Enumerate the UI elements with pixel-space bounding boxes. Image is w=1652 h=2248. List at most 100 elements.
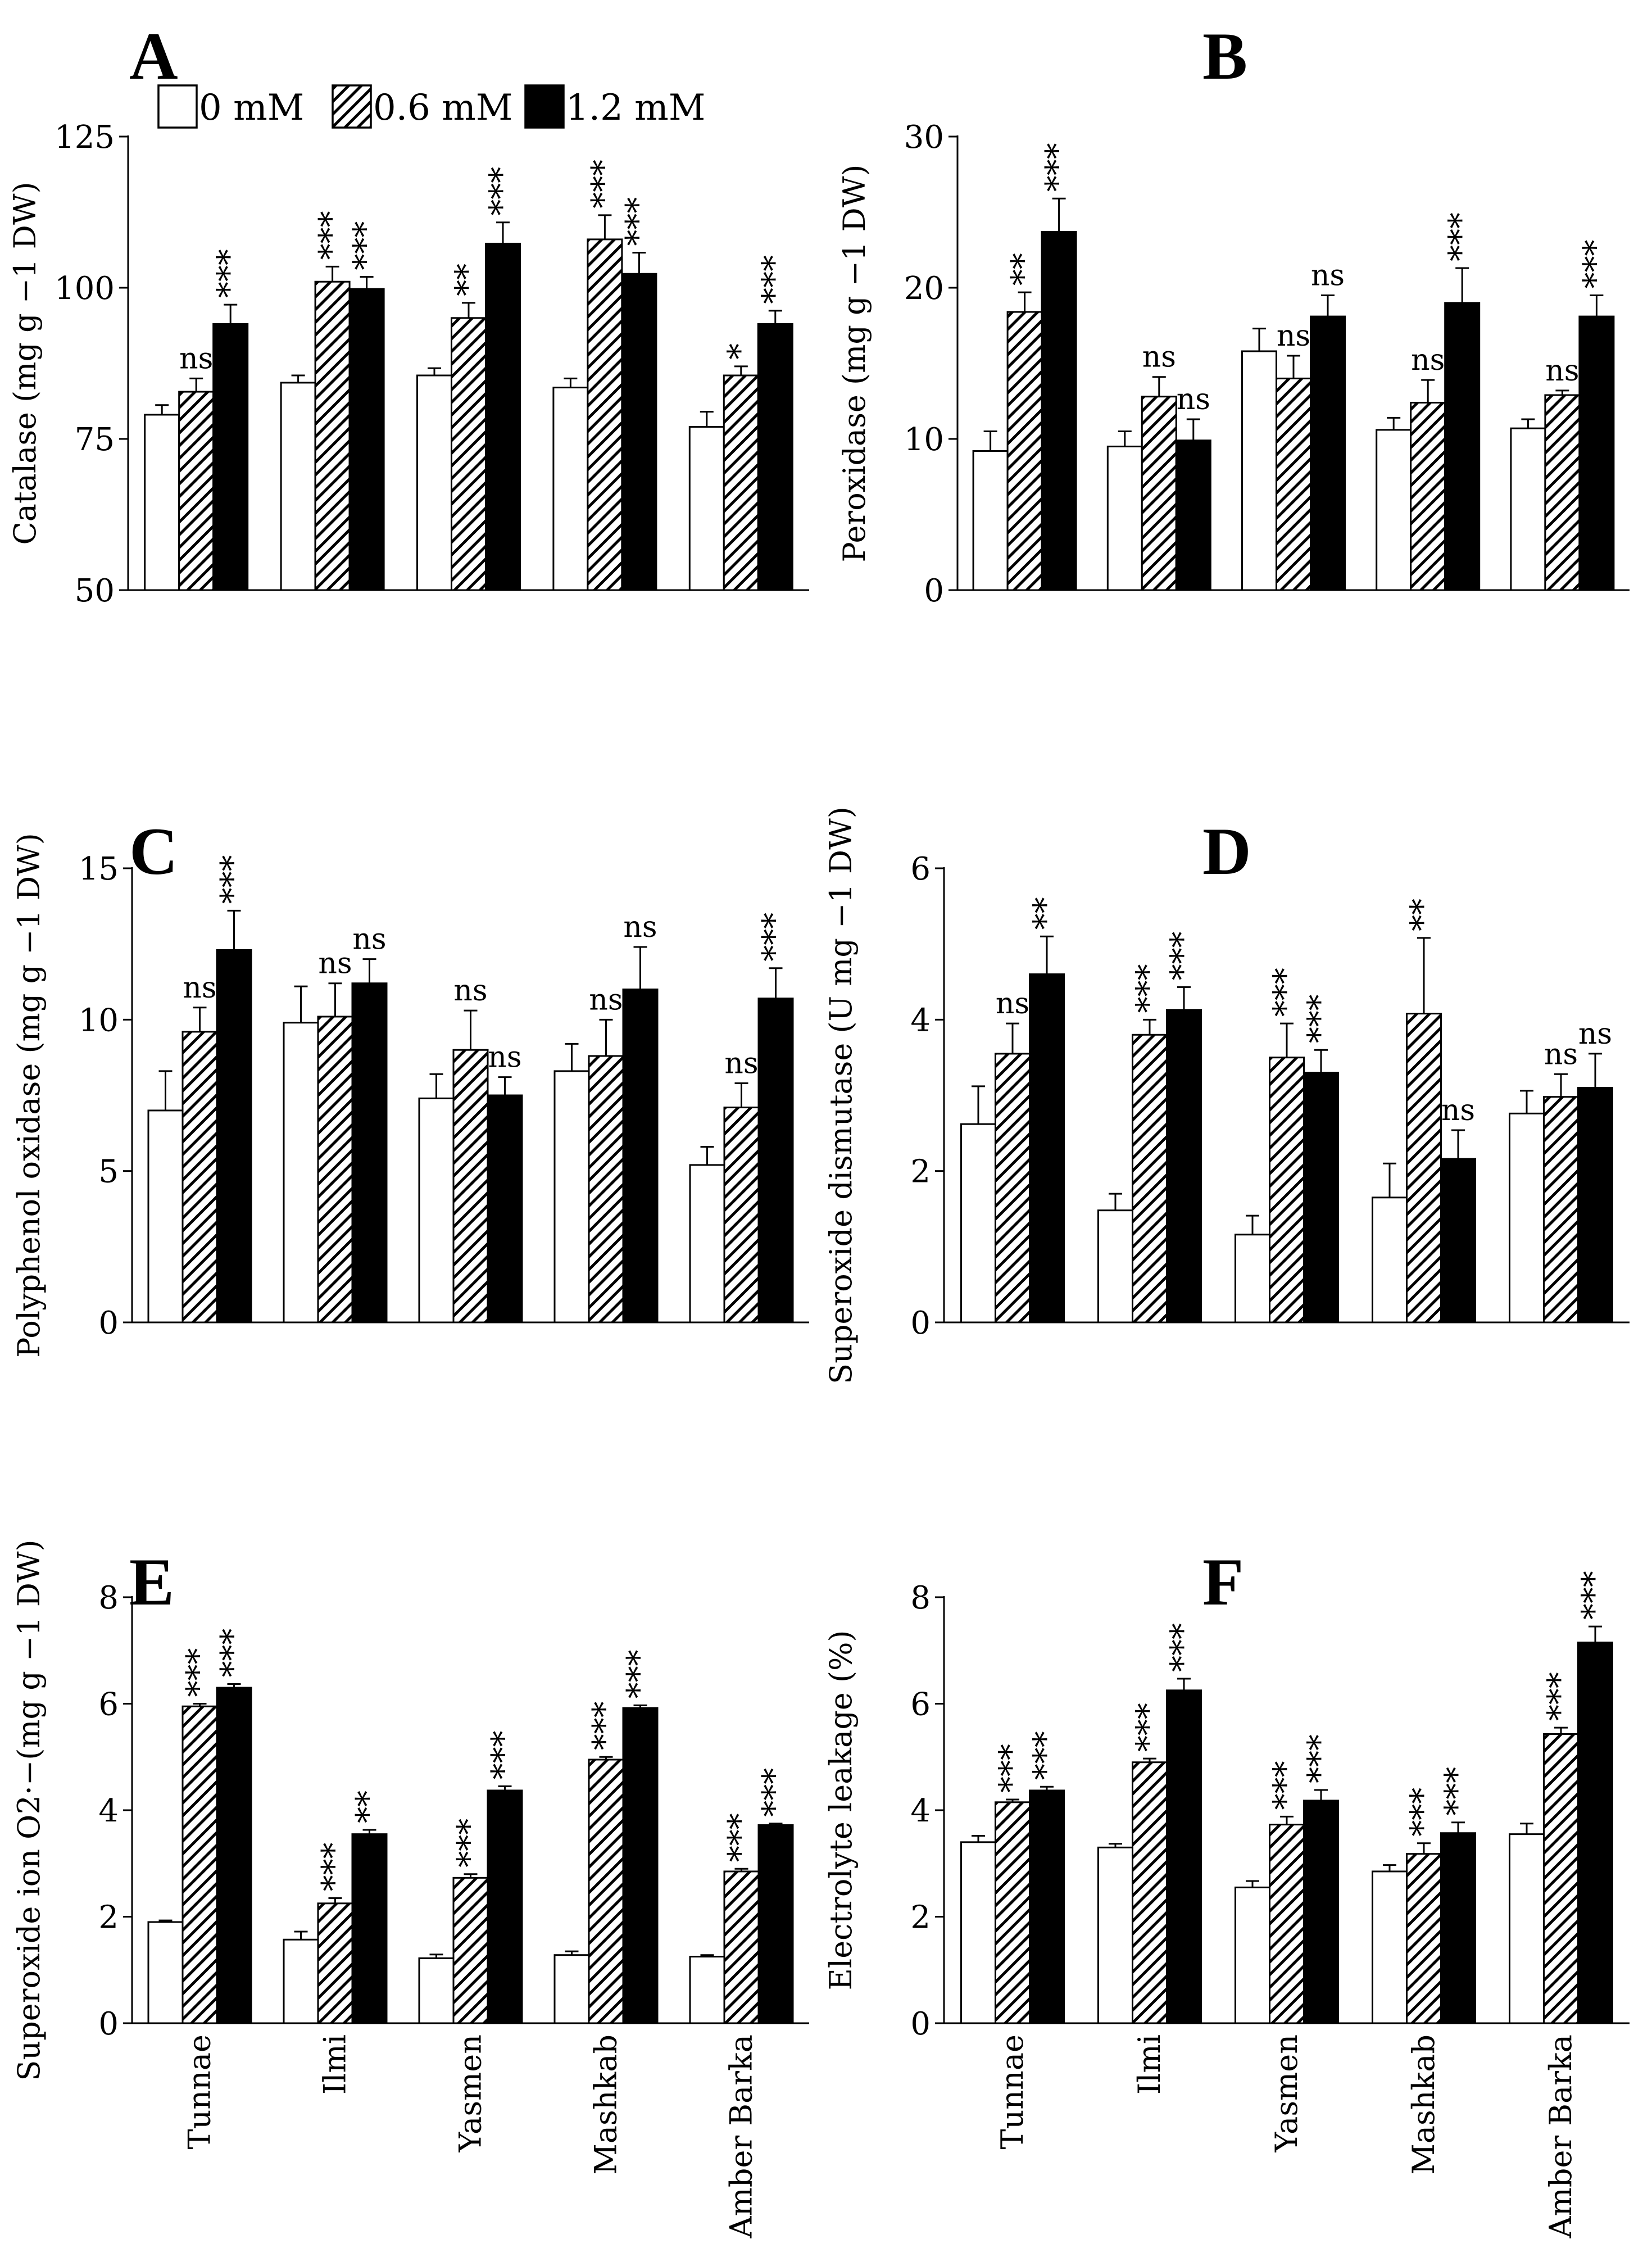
x-tick-label: Ilmi (317, 2034, 353, 2095)
bar (452, 1049, 489, 1324)
bar (587, 238, 623, 591)
y-tick-label: 8 (910, 1580, 931, 1616)
legend-swatch-hatched (332, 84, 372, 129)
bar (1141, 396, 1177, 591)
y-axis-label: Superoxide dismutase (U mg −1 DW) (823, 806, 859, 1384)
significance-label: *** (1300, 1734, 1338, 1783)
bar (1577, 1087, 1613, 1324)
bar (416, 374, 452, 591)
bar (1372, 1196, 1408, 1324)
bar (1303, 1072, 1339, 1324)
significance-label: ns (996, 987, 1029, 1021)
x-tick-label: Mashkab (1406, 2034, 1441, 2174)
bar (1310, 315, 1346, 591)
significance-label: *** (992, 1744, 1030, 1793)
y-tick-label: 30 (904, 119, 944, 156)
panel-letter: D (1202, 814, 1251, 889)
significance-label: ** (448, 264, 486, 296)
bar (351, 982, 388, 1324)
x-tick-label: Ilmi (1132, 2034, 1167, 2095)
y-tick-label: 0 (98, 1305, 119, 1341)
y-axis-label: Peroxidase (mg g −1 DW) (837, 165, 872, 563)
bar (147, 1109, 184, 1324)
bar (1578, 315, 1615, 591)
y-tick-label: 0 (924, 573, 944, 609)
x-tick-label: Amber Barka (1543, 2034, 1578, 2238)
significance-label: *** (618, 197, 656, 246)
bar (1510, 427, 1546, 591)
bar (723, 1870, 760, 2024)
bar (1406, 1853, 1442, 2024)
x-tick-label: Yasmen (1269, 2034, 1304, 2152)
significance-label: ns (1142, 341, 1176, 374)
panel-letter: B (1202, 19, 1247, 93)
significance-label: ns (1544, 1037, 1578, 1071)
significance-label: *** (620, 1649, 658, 1698)
bar (1406, 1013, 1442, 1324)
significance-label: *** (346, 221, 384, 270)
bar (1440, 1832, 1476, 2024)
y-tick-label: 5 (98, 1154, 119, 1190)
bar (995, 1801, 1031, 2024)
legend-swatch-white (157, 84, 198, 129)
bar (621, 273, 657, 591)
y-tick-label: 4 (910, 1002, 931, 1039)
y-tick-label: 2 (98, 1900, 119, 1936)
significance-label: ** (1403, 899, 1441, 931)
significance-label: *** (484, 1730, 523, 1779)
legend-item-black: 1.2 mM (524, 84, 705, 129)
bar (181, 1031, 218, 1324)
bar (1269, 1057, 1305, 1324)
y-tick-label: 100 (55, 270, 115, 307)
legend-label: 0 mM (199, 87, 304, 129)
bar (1543, 1733, 1579, 2024)
y-tick-label: 4 (910, 1793, 931, 1829)
bar (688, 425, 725, 591)
bar (1006, 311, 1043, 591)
bar (212, 323, 249, 591)
bar (553, 1070, 590, 1324)
bar (1235, 1234, 1270, 1324)
bar (314, 280, 351, 591)
significance-label: *** (1437, 1767, 1476, 1816)
bar (1041, 230, 1077, 591)
significance-label: *** (1129, 1703, 1167, 1752)
y-tick-label: 0 (910, 1305, 931, 1341)
bar (487, 1789, 523, 2024)
legend-label: 1.2 mM (566, 87, 705, 129)
significance-label: *** (584, 160, 622, 209)
bar (757, 1824, 794, 2024)
legend-label: 0.6 mM (373, 87, 512, 129)
bar (1132, 1034, 1168, 1324)
bar (757, 323, 793, 591)
bar (1029, 973, 1065, 1324)
significance-label: *** (755, 255, 793, 304)
significance-label: ns (352, 923, 386, 957)
legend-swatch-black (524, 84, 565, 129)
bar (960, 1841, 996, 2024)
bar (723, 1107, 760, 1324)
bar (451, 317, 487, 591)
significance-label: ns (1441, 1094, 1475, 1127)
significance-label: *** (1163, 1623, 1201, 1672)
bar (1376, 429, 1412, 591)
significance-label: *** (315, 1842, 353, 1891)
significance-label: *** (1038, 143, 1077, 192)
bar (1509, 1833, 1545, 2024)
significance-label: ns (1545, 354, 1579, 388)
significance-label: *** (586, 1701, 624, 1750)
significance-label: *** (1266, 1761, 1304, 1810)
legend: 0 mM 0.6 mM 1.2 mM (157, 84, 705, 129)
significance-label: *** (179, 1648, 217, 1697)
x-tick-label: Tunnae (182, 2034, 217, 2150)
significance-label: ns (1177, 383, 1210, 416)
y-tick-label: 4 (98, 1793, 119, 1829)
significance-label: ns (1411, 343, 1445, 377)
significance-label: ns (623, 910, 657, 944)
panel-letter: E (129, 1544, 174, 1619)
bar (995, 1053, 1031, 1324)
bar (960, 1123, 996, 1324)
bar (1509, 1112, 1545, 1324)
